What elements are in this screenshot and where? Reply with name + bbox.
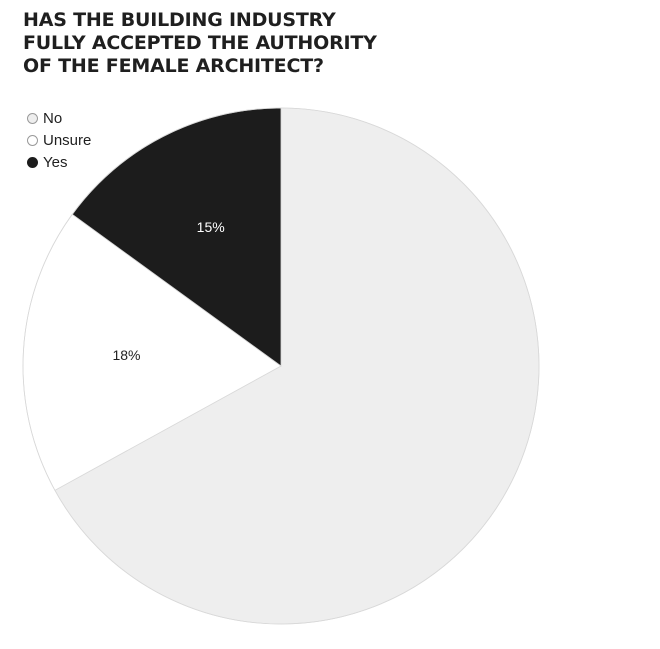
chart-legend: No Unsure Yes [27,107,91,173]
chart-title: HAS THE BUILDING INDUSTRY FULLY ACCEPTED… [23,9,443,78]
legend-swatch-unsure [27,134,38,146]
legend-swatch-yes [27,156,38,168]
legend-label-unsure: Unsure [43,131,92,149]
legend-label-no: No [43,109,63,127]
legend-label-yes: Yes [43,153,68,171]
chart-title-line-1: HAS THE BUILDING INDUSTRY [23,9,336,31]
legend-item-yes: Yes [27,151,91,173]
legend-item-unsure: Unsure [27,129,91,151]
legend-item-no: No [27,107,91,129]
chart-title-line-2: FULLY ACCEPTED THE AUTHORITY [23,32,377,54]
chart-title-line-3: OF THE FEMALE ARCHITECT? [23,55,324,77]
slice-label-yes: 15% [197,219,225,235]
slice-label-unsure: 18% [112,347,140,363]
pie-outline [22,107,540,625]
legend-swatch-no [27,112,38,124]
